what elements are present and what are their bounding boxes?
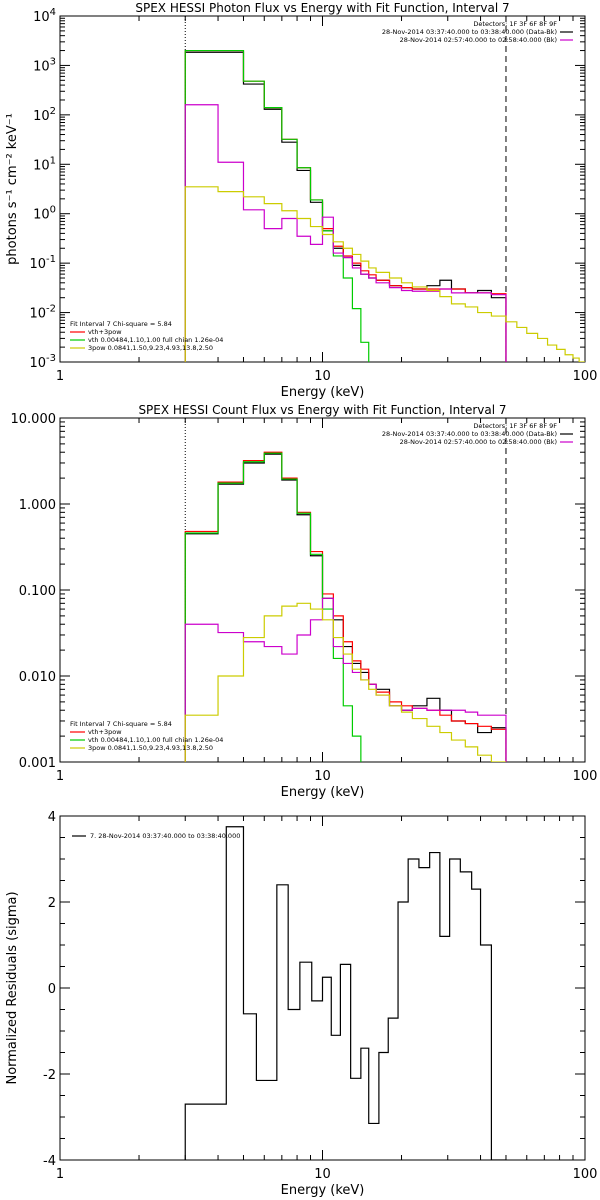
- y-tick-label: 0: [48, 982, 56, 997]
- y-tick-base: 10: [33, 158, 50, 173]
- y-tick-exp: 0: [50, 205, 56, 216]
- x-tick-label: 100: [573, 769, 598, 784]
- series-line: [184, 826, 506, 1160]
- series-line: [184, 453, 507, 762]
- y-tick-label: -4: [43, 1154, 56, 1169]
- x-axis-label: Energy (keV): [281, 785, 365, 800]
- series-line: [184, 51, 507, 362]
- legend-top-entry: 28-Nov-2014 03:37:40.000 to 03:38:40.000…: [382, 430, 557, 438]
- y-tick-base: 10: [29, 257, 46, 272]
- y-tick-label: 10-1: [29, 254, 56, 272]
- legend-top-entry: Detectors: 1F 3F 6F 8F 9F: [473, 422, 557, 430]
- y-tick-exp: 4: [50, 7, 56, 18]
- legend-top-entry: 28-Nov-2014 03:37:40.000 to 03:38:40.000…: [382, 28, 557, 36]
- legend-bottom-entry: vth 0.00484,1.10,1.00 full chian 1.26e-0…: [88, 736, 223, 744]
- series-line: [184, 602, 506, 762]
- legend-bottom-entry: vth 0.00484,1.10,1.00 full chian 1.26e-0…: [88, 336, 223, 344]
- y-tick-label: -2: [43, 1068, 56, 1083]
- x-tick-label: 10: [314, 1167, 331, 1182]
- y-tick-exp: 1: [50, 155, 56, 166]
- y-tick-exp: 2: [50, 106, 56, 117]
- y-tick-label: 10-2: [29, 304, 56, 322]
- series-line: [184, 49, 379, 362]
- legend-bottom-entry: 3pow 0.0841,1.50,9.23,4.93,13.8,2.50: [88, 744, 213, 752]
- y-axis-label: photons s⁻¹ cm⁻² keV⁻¹: [5, 113, 20, 265]
- y-tick-label: 0.010: [19, 670, 56, 685]
- y-tick-exp: 3: [50, 56, 56, 67]
- legend-bottom-entry: Fit Interval 7 Chi-square = 5.84: [70, 720, 172, 728]
- y-tick-label: 1.000: [19, 498, 56, 513]
- legend-bottom-entry: vth+3pow: [88, 728, 122, 736]
- y-tick-base: 10: [33, 208, 50, 223]
- series-line: [184, 186, 585, 362]
- series-line: [184, 452, 372, 762]
- y-tick-base: 10: [33, 10, 50, 25]
- y-tick-label: 101: [33, 155, 56, 173]
- y-tick-label: 2: [48, 896, 56, 911]
- series-line: [184, 49, 507, 362]
- y-tick-label: 100: [33, 205, 56, 223]
- y-tick-base: 10: [29, 356, 46, 371]
- x-tick-label: 10: [314, 769, 331, 784]
- y-tick-label: 0.001: [19, 756, 56, 771]
- y-tick-base: 10: [33, 59, 50, 74]
- y-axis-label: Normalized Residuals (sigma): [5, 891, 20, 1084]
- y-tick-label: 4: [48, 810, 56, 825]
- x-tick-label: 1: [56, 769, 64, 784]
- x-axis-label: Energy (keV): [281, 385, 365, 400]
- y-tick-base: 10: [29, 307, 46, 322]
- x-axis-label: Energy (keV): [281, 1183, 365, 1198]
- series-group: [184, 826, 506, 1160]
- chart-panel-1: SPEX HESSI Photon Flux vs Energy with Fi…: [5, 1, 597, 400]
- y-tick-exp: -1: [46, 254, 56, 265]
- legend-bottom-entry: 3pow 0.0841,1.50,9.23,4.93,13.8,2.50: [88, 344, 213, 352]
- legend-top-entry: Detectors: 1F 3F 6F 8F 9F: [473, 20, 557, 28]
- y-tick-label: 102: [33, 106, 56, 124]
- legend-bottom-entry: vth+3pow: [88, 328, 122, 336]
- series-line: [184, 451, 507, 762]
- legend-top-entry: 28-Nov-2014 02:57:40.000 to 02:58:40.000…: [400, 36, 557, 44]
- series-line: [184, 104, 507, 362]
- y-tick-label: 10.000: [11, 412, 57, 427]
- legend-top-entry: 28-Nov-2014 02:57:40.000 to 02:58:40.000…: [400, 438, 557, 446]
- y-tick-label: 104: [33, 7, 56, 25]
- x-tick-label: 100: [573, 1167, 598, 1182]
- chart-title: SPEX HESSI Count Flux vs Energy with Fit…: [138, 403, 506, 417]
- y-tick-label: 0.100: [19, 584, 56, 599]
- y-tick-exp: -2: [46, 304, 56, 315]
- residual-legend-entry: 7. 28-Nov-2014 03:37:40.000 to 03:38:40.…: [90, 832, 240, 840]
- y-tick-label: 103: [33, 56, 56, 74]
- series-group: [184, 49, 585, 362]
- legend-bottom-entry: Fit Interval 7 Chi-square = 5.84: [70, 320, 172, 328]
- x-tick-label: 1: [56, 369, 64, 384]
- series-line: [184, 597, 507, 762]
- y-tick-exp: -3: [46, 353, 56, 364]
- x-tick-label: 1: [56, 1167, 64, 1182]
- chart-panel-2: SPEX HESSI Count Flux vs Energy with Fit…: [11, 403, 598, 800]
- y-tick-base: 10: [33, 109, 50, 124]
- y-tick-label: 10-3: [29, 353, 56, 371]
- x-tick-label: 10: [314, 369, 331, 384]
- series-group: [184, 451, 507, 762]
- x-tick-label: 100: [573, 369, 598, 384]
- chart-title: SPEX HESSI Photon Flux vs Energy with Fi…: [135, 1, 509, 15]
- chart-panel-3: 1 10 100 Energy (keV) -4 -2 0 2 4 Normalized Resi…: [5, 810, 597, 1198]
